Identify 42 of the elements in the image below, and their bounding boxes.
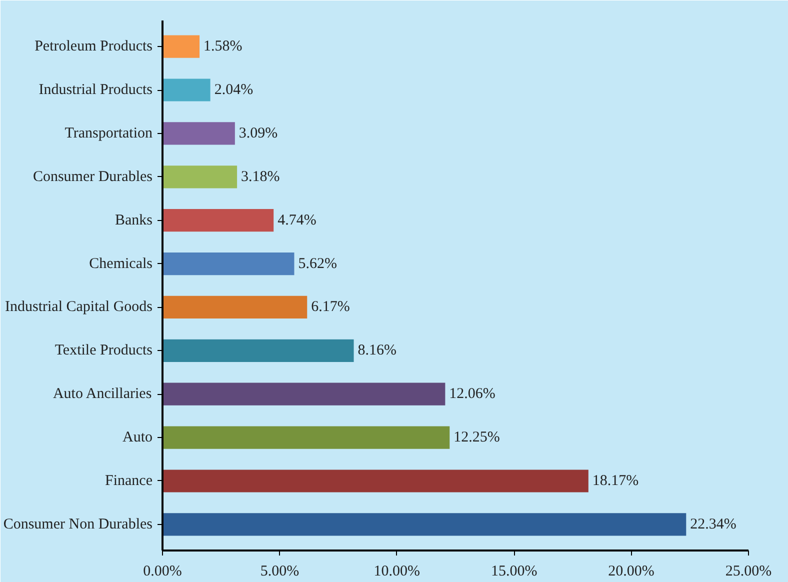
data-label: 22.34%: [690, 516, 736, 532]
y-tick-label: Finance: [105, 472, 153, 489]
y-tick-label: Consumer Durables: [32, 168, 153, 185]
data-label: 3.18%: [241, 168, 280, 185]
y-tick-label: Transportation: [64, 125, 153, 142]
data-label: 8.16%: [358, 342, 397, 359]
data-label: 1.58%: [204, 38, 242, 55]
y-tick-label: Petroleum Products: [34, 38, 153, 55]
bar: [162, 382, 446, 406]
bar: [162, 296, 308, 319]
data-label: 12.06%: [449, 386, 496, 402]
bar: [162, 426, 450, 449]
x-tick-label: 20.00%: [608, 564, 654, 580]
bar: [162, 122, 235, 145]
y-tick-label: Chemicals: [89, 256, 153, 272]
x-tick-label: 5.00%: [260, 564, 300, 580]
data-label: 18.17%: [592, 472, 639, 489]
bar: [162, 166, 238, 188]
y-tick-label: Consumer Non Durables: [3, 516, 153, 532]
x-tick-label: 10.00%: [374, 564, 420, 580]
y-tick-label: Textile Products: [54, 342, 153, 359]
data-label: 5.62%: [298, 256, 337, 272]
bar: [162, 252, 294, 276]
data-label: 3.09%: [238, 125, 278, 142]
bar: [162, 35, 200, 58]
data-label: 12.25%: [454, 430, 500, 446]
data-label: 2.04%: [214, 82, 254, 98]
x-tick-label: 25.00%: [725, 564, 772, 580]
y-tick-label: Auto: [122, 430, 152, 446]
x-tick-label: 15.00%: [490, 564, 538, 580]
y-tick-label: Banks: [115, 212, 153, 228]
bar: [162, 470, 588, 492]
data-label: 6.17%: [311, 299, 350, 316]
bar: [162, 339, 354, 362]
y-tick-label: Auto Ancillaries: [52, 386, 152, 402]
bar: [162, 209, 274, 232]
bar: [162, 513, 686, 536]
x-tick-label: 0.00%: [143, 564, 182, 580]
y-tick-label: Industrial Capital Goods: [5, 299, 153, 316]
bar: [162, 78, 210, 102]
y-tick-label: Industrial Products: [38, 82, 153, 98]
data-label: 4.74%: [278, 212, 316, 228]
